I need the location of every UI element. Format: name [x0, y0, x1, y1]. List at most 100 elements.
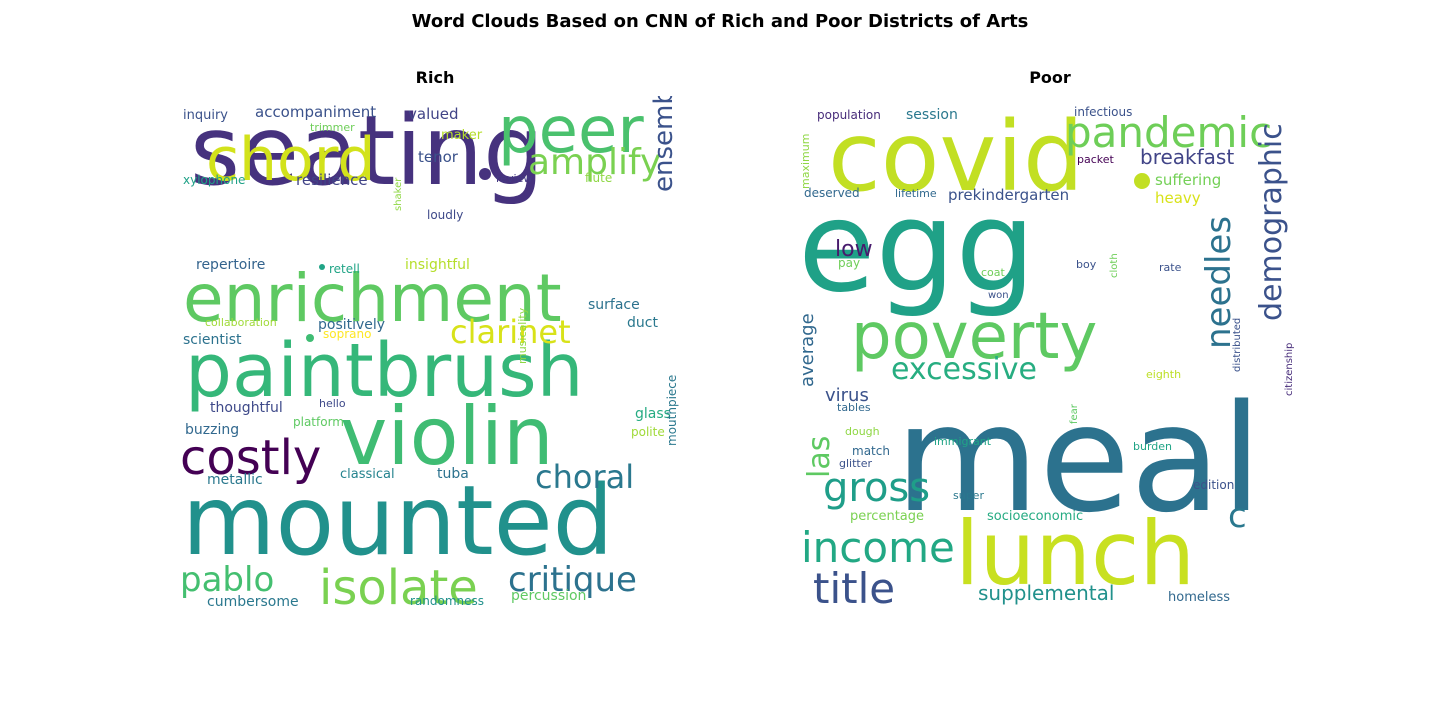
word-poor-won: won	[988, 290, 1009, 301]
word-poor-demographic: demographic	[1254, 123, 1289, 321]
word-poor-distributed: distributed	[1232, 318, 1243, 372]
word-rich-costly: costly	[180, 430, 321, 486]
word-rich-polite: polite	[631, 425, 665, 439]
word-rich-trimmer: trimmer	[310, 121, 355, 134]
word-rich-chord: chord	[206, 125, 375, 195]
word-poor-meal: meal	[895, 373, 1262, 545]
word-rich-maker: maker	[441, 128, 483, 143]
word-poor-fear: fear	[1069, 403, 1080, 424]
word-poor-suffering: suffering	[1155, 171, 1221, 189]
word-rich-scientist: scientist	[183, 332, 242, 348]
decorative-dot	[319, 264, 325, 270]
word-rich-tuba: tuba	[437, 466, 469, 482]
word-rich-amplify: amplify	[528, 142, 661, 183]
word-poor-burden: burden	[1133, 440, 1172, 453]
word-poor-deserved: deserved	[804, 186, 860, 200]
word-rich-tenor: tenor	[418, 148, 459, 166]
word-poor-lunch: lunch	[955, 502, 1195, 605]
word-poor-needles: needles	[1199, 216, 1239, 349]
word-rich-insightful: insightful	[405, 257, 470, 273]
word-poor-pandemic: pandemic	[1065, 108, 1272, 157]
word-poor-breakfast: breakfast	[1140, 145, 1234, 169]
word-rich-shaker: shaker	[393, 177, 404, 211]
word-poor-immigrant: immigrant	[934, 435, 992, 448]
word-rich-valued: valued	[408, 105, 459, 123]
word-poor-super: super	[953, 489, 984, 502]
word-poor-glitter: glitter	[839, 457, 872, 470]
word-rich-enrichment: enrichment	[183, 260, 562, 337]
word-poor-edition: edition	[1193, 478, 1234, 492]
word-rich-flute: flute	[585, 171, 612, 185]
word-poor-heavy: heavy	[1155, 189, 1201, 207]
word-rich-inquiry: inquiry	[183, 108, 228, 123]
word-rich-review: review	[496, 172, 532, 185]
subplot-title-poor: Poor	[1029, 68, 1071, 87]
decorative-dot	[306, 334, 314, 342]
word-rich-thoughtful: thoughtful	[210, 400, 283, 416]
word-poor-low: low	[835, 237, 873, 262]
word-rich-surface: surface	[588, 297, 640, 313]
word-poor-socioeconomic: socioeconomic	[987, 509, 1083, 524]
word-rich-musicality: musicality	[516, 307, 529, 364]
word-poor-average: average	[797, 313, 818, 387]
word-rich-repertoire: repertoire	[196, 257, 265, 273]
word-rich-violin: violin	[340, 390, 554, 483]
chart-title: Word Clouds Based on CNN of Rich and Poo…	[411, 11, 1029, 32]
word-rich-cumbersome: cumbersome	[207, 594, 299, 610]
word-rich-critique: critique	[508, 560, 637, 600]
word-poor-las: las	[802, 436, 837, 478]
word-poor-pay: pay	[838, 256, 860, 270]
decorative-dot	[1134, 173, 1150, 189]
word-rich-classical: classical	[340, 467, 395, 482]
word-rich-mounted: mounted	[182, 465, 614, 577]
word-rich-buzzing: buzzing	[185, 422, 239, 438]
word-poor-cloth: cloth	[1109, 253, 1120, 278]
word-poor-rate: rate	[1159, 261, 1182, 274]
word-rich-clarinet: clarinet	[450, 313, 571, 351]
word-poor-prekindergarten: prekindergarten	[948, 186, 1069, 204]
word-rich-mouthpiece: mouthpiece	[665, 375, 679, 446]
word-poor-boy: boy	[1076, 258, 1097, 271]
word-poor-lifetime: lifetime	[895, 187, 937, 200]
word-rich-isolate: isolate	[319, 560, 478, 611]
word-poor-homeless: homeless	[1168, 590, 1230, 605]
word-poor-percentage: percentage	[850, 509, 924, 524]
word-poor-poverty: poverty	[851, 300, 1097, 374]
word-cloud-poor: covid egg meal lunch poverty pandemic income ti…	[795, 96, 1305, 611]
word-rich-metallic: metallic	[207, 472, 263, 488]
word-poor-eighth: eighth	[1146, 368, 1181, 381]
word-rich-seating: seating	[190, 96, 544, 207]
word-rich-positively: positively	[318, 317, 385, 333]
decorative-dot	[479, 168, 491, 180]
word-rich-collaboration: collaboration	[205, 316, 277, 329]
word-rich-pablo: pablo	[180, 560, 274, 600]
word-rich-paintbrush: paintbrush	[185, 328, 584, 414]
subplot-title-rich: Rich	[415, 68, 455, 87]
word-poor-session: session	[906, 107, 958, 123]
word-rich-hello: hello	[319, 397, 346, 410]
word-rich-loudly: loudly	[427, 208, 463, 222]
word-rich-soprano: soprano	[323, 327, 371, 341]
word-rich-percussion: percussion	[511, 588, 586, 604]
word-rich-randomness: randomness	[410, 594, 484, 608]
word-poor-virus: virus	[825, 385, 869, 406]
word-poor-income: income	[801, 523, 955, 572]
word-poor-citizenship: citizenship	[1284, 343, 1295, 396]
word-rich-duct: duct	[627, 315, 658, 331]
word-rich-glass: glass	[635, 406, 671, 422]
word-poor-population: population	[817, 108, 881, 122]
word-poor-c: c	[1228, 496, 1247, 536]
word-poor-coat: coat	[981, 266, 1006, 279]
word-poor-egg: egg	[798, 173, 1035, 320]
word-poor-maximum: maximum	[799, 134, 812, 189]
word-poor-tables: tables	[837, 401, 871, 414]
word-poor-supplemental: supplemental	[978, 581, 1114, 605]
word-rich-peer: peer	[498, 96, 644, 168]
word-rich-resilience: resilience	[296, 171, 368, 189]
word-poor-gross: gross	[823, 465, 930, 511]
word-rich-platform: platform	[293, 415, 344, 429]
word-poor-dough: dough	[845, 425, 880, 438]
word-poor-infectious: infectious	[1074, 105, 1132, 119]
